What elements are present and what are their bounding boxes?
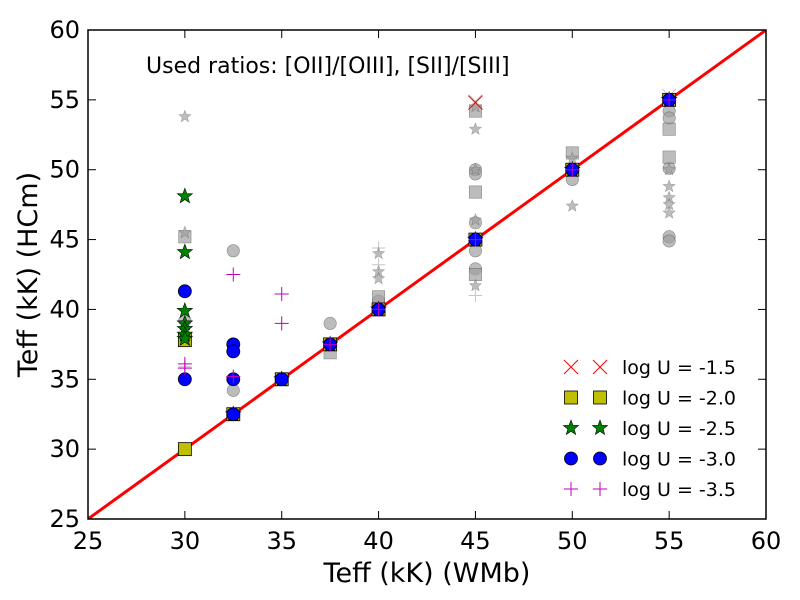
data-point xyxy=(176,302,194,318)
legend-marker xyxy=(593,390,607,405)
legend-entry: log U = -2.0 xyxy=(564,388,736,410)
x-axis-label: Teff (kK) (WMb) xyxy=(323,558,531,589)
x-tick-label: 30 xyxy=(170,527,201,555)
background-point xyxy=(468,162,483,176)
legend-marker xyxy=(563,359,579,375)
legend-entry: log U = -2.5 xyxy=(562,418,736,440)
data-point xyxy=(468,232,483,247)
y-tick-label: 35 xyxy=(49,365,80,393)
x-tick-label: 25 xyxy=(73,527,104,555)
background-point xyxy=(371,258,386,272)
legend-label: log U = -1.5 xyxy=(622,357,736,379)
x-tick-label: 60 xyxy=(751,527,782,555)
background-point xyxy=(468,213,483,226)
y-tick-label: 55 xyxy=(49,86,80,114)
background-point xyxy=(662,206,676,219)
data-point xyxy=(226,344,241,359)
background-point xyxy=(371,271,386,285)
series-4 xyxy=(177,92,677,384)
background-point xyxy=(468,288,483,303)
background-point xyxy=(468,99,483,113)
background-point xyxy=(662,150,676,164)
y-tick-label: 50 xyxy=(49,156,80,184)
data-point xyxy=(176,243,194,260)
data-point xyxy=(565,162,580,177)
legend-marker xyxy=(592,359,608,375)
data-point xyxy=(177,361,192,376)
background-point xyxy=(468,278,483,292)
legend-marker xyxy=(593,451,607,466)
data-point xyxy=(274,316,289,331)
background-point xyxy=(662,162,676,176)
y-tick-label: 60 xyxy=(49,16,80,44)
legend-marker xyxy=(593,482,607,496)
legend-entry: log U = -3.5 xyxy=(564,479,736,501)
data-point xyxy=(226,407,241,422)
legend-marker xyxy=(564,451,578,466)
data-point xyxy=(274,372,289,387)
identity-line xyxy=(88,30,766,519)
legend-label: log U = -2.5 xyxy=(622,418,736,440)
background-point xyxy=(468,94,483,109)
data-point xyxy=(662,92,677,107)
y-tick-label: 25 xyxy=(49,505,80,533)
legend-entry: log U = -3.0 xyxy=(564,449,736,471)
legend: log U = -1.5 log U = -2.0 log U = -2.5 log … xyxy=(562,357,736,501)
plot-marks xyxy=(88,30,766,519)
data-point xyxy=(274,287,289,302)
legend-marker xyxy=(591,419,609,436)
background-point xyxy=(371,241,386,255)
background-point xyxy=(662,179,676,193)
legend-entry: log U = -1.5 xyxy=(563,357,736,379)
x-tick-label: 40 xyxy=(363,527,394,555)
x-tick-label: 45 xyxy=(460,527,491,555)
background-point xyxy=(565,149,579,163)
y-tick-label: 45 xyxy=(49,226,80,254)
data-point xyxy=(371,302,386,317)
plot-area xyxy=(88,30,766,519)
x-tick-label: 55 xyxy=(654,527,685,555)
background-point xyxy=(178,109,192,123)
y-tick-label: 30 xyxy=(49,435,80,463)
legend-label: log U = -3.5 xyxy=(622,479,736,501)
x-tick-label: 35 xyxy=(266,527,297,555)
background-point xyxy=(323,316,337,330)
data-point xyxy=(177,442,192,457)
data-point xyxy=(177,284,192,299)
background-point xyxy=(662,234,676,248)
background-point xyxy=(565,199,579,212)
x-tick-label: 50 xyxy=(557,527,588,555)
y-axis-label: Teff (kK) (HCm) xyxy=(13,172,44,378)
background-point xyxy=(468,122,483,135)
axis-ticks: 25 30 35 40 45 50 55 60 25 30 35 40 45 50 55 60 xyxy=(49,16,781,555)
data-point xyxy=(468,95,483,111)
data-point xyxy=(323,337,338,352)
data-point xyxy=(176,329,194,346)
background-point xyxy=(226,244,240,258)
y-tick-label: 40 xyxy=(49,295,80,323)
chart-annotation: Used ratios: [OII]/[OIII], [SII]/[SIII] xyxy=(146,54,510,79)
series-0 xyxy=(468,95,483,111)
data-point xyxy=(226,267,241,282)
data-point xyxy=(176,187,194,204)
legend-marker xyxy=(564,482,578,496)
legend-marker xyxy=(562,419,580,436)
data-point xyxy=(226,369,241,384)
legend-label: log U = -2.0 xyxy=(622,388,736,410)
legend-label: log U = -3.0 xyxy=(622,449,736,471)
background-point xyxy=(662,111,676,125)
background-point xyxy=(662,122,676,136)
legend-marker xyxy=(564,390,578,405)
plot-frame xyxy=(87,29,767,520)
background-point xyxy=(468,185,482,199)
background-point xyxy=(178,225,192,239)
